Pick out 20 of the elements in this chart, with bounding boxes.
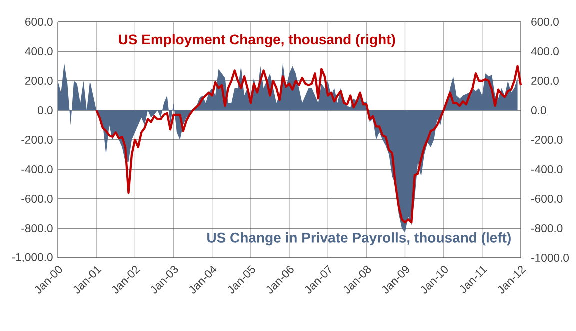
y2-tick-label: -400.0 bbox=[532, 165, 563, 174]
y-tick-label: 600.0 bbox=[26, 18, 53, 26]
y2-tick-label: 400.0 bbox=[531, 47, 559, 56]
y-tick-label: 400.0 bbox=[25, 47, 53, 56]
y2-tick-label: -600.0 bbox=[532, 194, 563, 203]
text: US Employment Change, thousand (right) bbox=[119, 34, 396, 48]
y2-tick-label: 0.0 bbox=[531, 106, 546, 114]
y-tick-label: -400.0 bbox=[22, 165, 53, 174]
y-tick-label: -800.0 bbox=[22, 224, 53, 232]
y-tick-label: -200.0 bbox=[22, 136, 53, 144]
y-tick-label: 0.0 bbox=[38, 106, 53, 114]
y2-tick-label: -800.0 bbox=[532, 224, 563, 232]
y2-tick-label: -1000.0 bbox=[532, 254, 570, 262]
text: US Change in Private Payrolls, thousand (left) bbox=[208, 232, 511, 246]
y2-tick-label: 600.0 bbox=[532, 18, 559, 26]
y2-tick-label: 200.0 bbox=[532, 76, 559, 85]
y-tick-label: 200.0 bbox=[26, 76, 53, 85]
y2-tick-label: -200.0 bbox=[532, 136, 563, 144]
y-tick-label: -1,000.0 bbox=[12, 253, 53, 263]
y-tick-label: -600.0 bbox=[22, 194, 53, 203]
